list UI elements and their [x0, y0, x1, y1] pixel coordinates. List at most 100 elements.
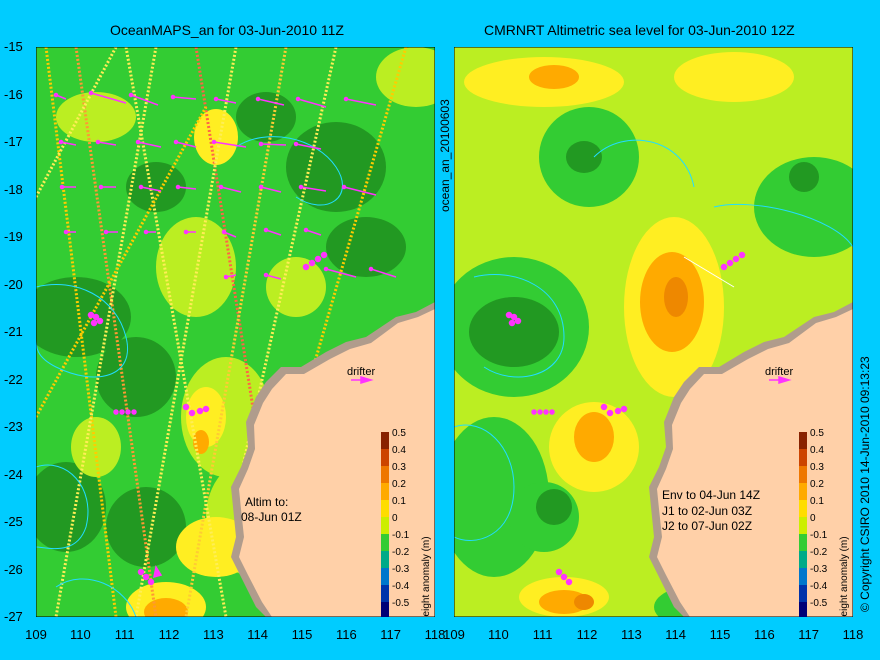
env-annotation-line2: J1 to 02-Jun 03Z	[662, 504, 752, 518]
colorbar-segment	[381, 432, 389, 449]
colorbar-segment	[381, 602, 389, 617]
x-tick-label: 114	[247, 627, 269, 642]
colorbar-segment	[381, 483, 389, 500]
env-annotation-line1: Env to 04-Jun 14Z	[662, 488, 760, 502]
x-tick-label: 115	[291, 627, 313, 642]
y-tick-label: -21	[4, 324, 23, 339]
copyright-label: © Copyright CSIRO 2010 14-Jun-2010 09:13…	[858, 356, 872, 612]
colorbar-tick-label: -0.2	[392, 547, 410, 558]
colorbar-segment	[799, 602, 807, 617]
colorbar-tick-label: 0.4	[392, 445, 406, 456]
colorbar-segment	[381, 517, 389, 534]
drifter-vectors	[505, 251, 792, 586]
colorbar-tick-label: -0.4	[810, 581, 828, 592]
colorbar-tick-label: 0.5	[810, 428, 824, 439]
colorbar-segment	[381, 500, 389, 517]
x-tick-label: 109	[443, 627, 465, 642]
x-tick-label: 114	[665, 627, 687, 642]
x-tick-label: 111	[114, 627, 135, 642]
y-tick-label: -16	[4, 86, 23, 102]
x-tick-label: 116	[753, 627, 775, 642]
x-tick-label: 110	[69, 627, 91, 642]
colorbar-segment	[799, 585, 807, 602]
colorbar-segment	[381, 466, 389, 483]
contour-lines	[36, 136, 343, 617]
x-tick-label: 117	[798, 627, 820, 642]
colorbar-tick-label: 0	[810, 513, 816, 524]
right-map: Env to 04-Jun 14Z J1 to 02-Jun 03Z J2 to…	[454, 47, 853, 617]
x-tick-label: 118	[424, 627, 446, 642]
env-annotation-line3: J2 to 07-Jun 02Z	[662, 519, 752, 533]
colorbar-segment	[799, 568, 807, 585]
y-tick-label: -19	[4, 229, 23, 244]
altim-annotation-line2: 08-Jun 01Z	[241, 510, 302, 524]
colorbar-tick-label: 0.2	[810, 479, 824, 490]
colorbar-tick-label: 0.5	[392, 428, 406, 439]
colorbar-tick-label: -0.1	[810, 530, 828, 541]
y-tick-label: -17	[4, 134, 23, 149]
y-tick-label: -18	[4, 181, 23, 197]
y-tick-label: -25	[4, 514, 23, 529]
y-tick-label: -26	[4, 561, 23, 577]
right-map-title: CMRNRT Altimetric sea level for 03-Jun-2…	[484, 22, 795, 38]
colorbar-segment	[381, 449, 389, 466]
left-map: Altim to: 08-Jun 01Z drifter 0.50.40.30.…	[36, 47, 435, 617]
y-tick-label: -27	[4, 609, 23, 624]
colorbar-tick-label: 0	[392, 513, 398, 524]
colorbar-tick-label: -0.5	[392, 598, 410, 609]
colorbar-tick-label: 0.4	[810, 445, 824, 456]
very-low-anomaly-regions	[469, 141, 819, 525]
colorbar-tick-label: 0.1	[392, 496, 406, 507]
colorbar-label: height anomaly (m)	[839, 536, 850, 617]
y-tick-label: -24	[4, 466, 23, 482]
x-tick-label: 116	[335, 627, 357, 642]
file-label: ocean_an_20100603	[438, 99, 452, 212]
colorbar-segment	[799, 534, 807, 551]
y-tick-label: -15	[4, 39, 23, 54]
colorbar-tick-label: -0.2	[810, 547, 828, 558]
colorbar-tick-label: 0.2	[392, 479, 406, 490]
colorbar: 0.5 0.4 0.3 0.2 0.1 0 -0.1 -0.2 -0.3 -0.4 -0.5 heig…	[381, 428, 432, 617]
colorbar-segment	[799, 517, 807, 534]
colorbar-tick-label: -0.5	[810, 598, 828, 609]
colorbar-tick-label: -0.3	[392, 564, 410, 575]
colorbar-segment	[381, 585, 389, 602]
x-tick-label: 113	[202, 627, 224, 642]
strong-anomaly-regions	[574, 277, 688, 610]
altim-annotation-line1: Altim to:	[245, 495, 288, 509]
x-tick-label: 109	[25, 627, 47, 642]
x-tick-label: 110	[487, 627, 509, 642]
colorbar-tick-label: 0.3	[392, 462, 406, 473]
low-anomaly-regions	[36, 92, 406, 567]
drifter-label: drifter	[765, 366, 793, 378]
colorbar-segment	[799, 500, 807, 517]
left-map-title: OceanMAPS_an for 03-Jun-2010 11Z	[110, 22, 344, 38]
colorbar-tick-label: -0.4	[392, 581, 410, 592]
y-tick-label: -20	[4, 276, 23, 292]
y-tick-label: -23	[4, 419, 23, 434]
colorbar-segment	[799, 483, 807, 500]
x-tick-label: 112	[576, 627, 598, 642]
colorbar-segment	[381, 534, 389, 551]
colorbar-tick-label: -0.3	[810, 564, 828, 575]
colorbar-segment	[799, 432, 807, 449]
x-tick-label: 117	[380, 627, 402, 642]
colorbar-tick-label: 0.1	[810, 496, 824, 507]
colorbar-segment	[799, 449, 807, 466]
colorbar-label: height anomaly (m)	[421, 536, 432, 617]
contour-lines	[454, 139, 853, 541]
x-tick-label: 111	[532, 627, 553, 642]
x-tick-label: 113	[620, 627, 642, 642]
x-tick-label: 112	[158, 627, 180, 642]
colorbar-tick-label: 0.3	[810, 462, 824, 473]
x-tick-label: 115	[709, 627, 731, 642]
drifter-label: drifter	[347, 366, 375, 378]
colorbar-segment	[799, 466, 807, 483]
colorbar-tick-label: -0.1	[392, 530, 410, 541]
x-tick-label: 118	[842, 627, 864, 642]
colorbar: 0.5 0.4 0.3 0.2 0.1 0 -0.1 -0.2 -0.3 -0.4 -0.5 heig…	[799, 428, 850, 617]
colorbar-segment	[799, 551, 807, 568]
colorbar-segment	[381, 551, 389, 568]
y-tick-label: -22	[4, 371, 23, 387]
drifter-vectors	[53, 90, 397, 586]
